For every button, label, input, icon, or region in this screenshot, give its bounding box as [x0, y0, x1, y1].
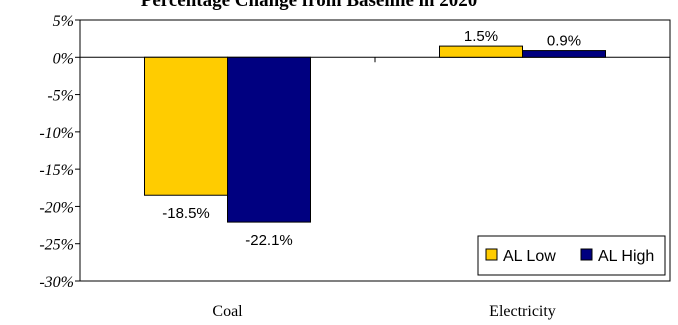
data-label: -22.1% [245, 232, 293, 249]
legend-label: AL High [598, 248, 654, 265]
plot-frame [79, 19, 671, 282]
y-tick-label: -5% [47, 88, 74, 105]
data-label: -18.5% [162, 205, 210, 222]
bar [522, 50, 606, 58]
y-tick-label: -25% [39, 237, 74, 254]
legend-swatch [580, 248, 593, 261]
y-tick-label: 5% [53, 13, 74, 30]
data-label: 1.5% [464, 28, 498, 45]
y-tick-label: -10% [39, 125, 74, 142]
plot-area: 5% 0% -5% -10% -15% -20% -25% -30% Coal Electrici… [39, 13, 671, 320]
legend-box [477, 235, 666, 276]
bar [227, 56, 311, 223]
y-tick-label: -30% [39, 274, 74, 291]
y-tick-label: -20% [39, 199, 74, 216]
y-tick-label: 0% [53, 50, 74, 67]
data-label: 0.9% [547, 33, 581, 50]
x-category-label: Electricity [489, 303, 556, 320]
legend-label: AL Low [503, 248, 556, 265]
bar [144, 56, 228, 196]
legend-swatch [485, 248, 498, 261]
bar [439, 45, 523, 58]
chart-title: Percentage Change from Baseline in 2020 [141, 0, 478, 11]
y-tick-label: -15% [39, 162, 74, 179]
x-category-label: Coal [212, 303, 243, 320]
